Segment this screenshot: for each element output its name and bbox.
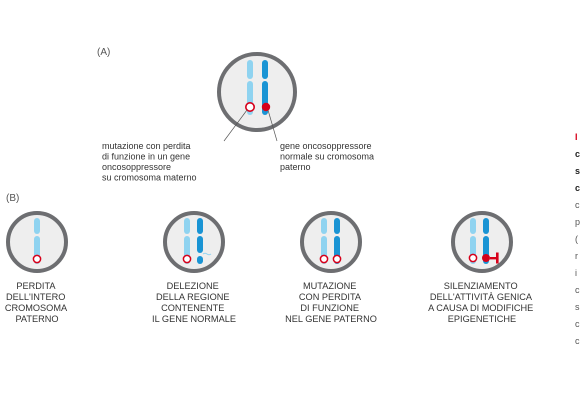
caption-cell-1: PERDITA DELL'INTERO CROMOSOMA PATERNO [5,281,69,324]
mutated-gene-marker [245,102,256,113]
side-text-bold: c [575,149,580,159]
mutated-gene-marker [332,254,342,264]
side-text-line: c [575,319,580,329]
note-maternal-mutation: mutazione con perdita di funzione in un … [102,141,197,183]
side-text-line: c [575,285,580,295]
leader-line-right [267,109,278,142]
normal-gene-marker [261,102,271,112]
caption-cell-2: DELEZIONE DELLA REGIONE CONTENENTE IL GE… [152,281,236,324]
side-text-line: ( [575,234,578,244]
paternal-chromosome-deleted [197,218,212,264]
panel-b-cell-4 [451,211,513,273]
note-paternal-normal: gene oncosoppressore normale su cromosom… [280,141,377,172]
caption-cell-4: SILENZIAMENTO DELL'ATTIVITÀ GENICA A CAU… [428,281,536,324]
panel-a-cell [217,52,297,132]
silenced-gene-marker [482,254,490,262]
panel-label-a: (A) [97,47,110,58]
panel-b-cell-2 [163,211,225,273]
caption-cell-3: MUTAZIONE CON PERDITA DI FUNZIONE NEL GE… [285,281,377,324]
side-text-line: c [575,200,580,210]
side-text-bold: s [575,166,580,176]
side-text-line: r [575,251,578,261]
cell-ring [217,52,297,132]
leader-line-left [223,109,248,142]
epigenetic-block-icon [490,252,499,264]
panel-label-b: (B) [6,193,19,204]
mutated-gene-marker [182,254,192,264]
cell-ring [451,211,513,273]
side-text-line: i [575,268,577,278]
side-text-red: I [575,132,578,142]
panel-b-cell-1 [6,211,68,273]
cell-ring [163,211,225,273]
cropped-side-text: I c s c c p ( r i c s c c [575,132,580,346]
mutated-gene-marker [468,253,478,263]
mutated-gene-marker [319,254,329,264]
side-text-line: p [575,217,580,227]
side-text-line: s [575,302,580,312]
side-text-bold: c [575,183,580,193]
side-text-line: c [575,336,580,346]
mutated-gene-marker [32,254,42,264]
cell-ring [300,211,362,273]
panel-b-cell-3 [300,211,362,273]
